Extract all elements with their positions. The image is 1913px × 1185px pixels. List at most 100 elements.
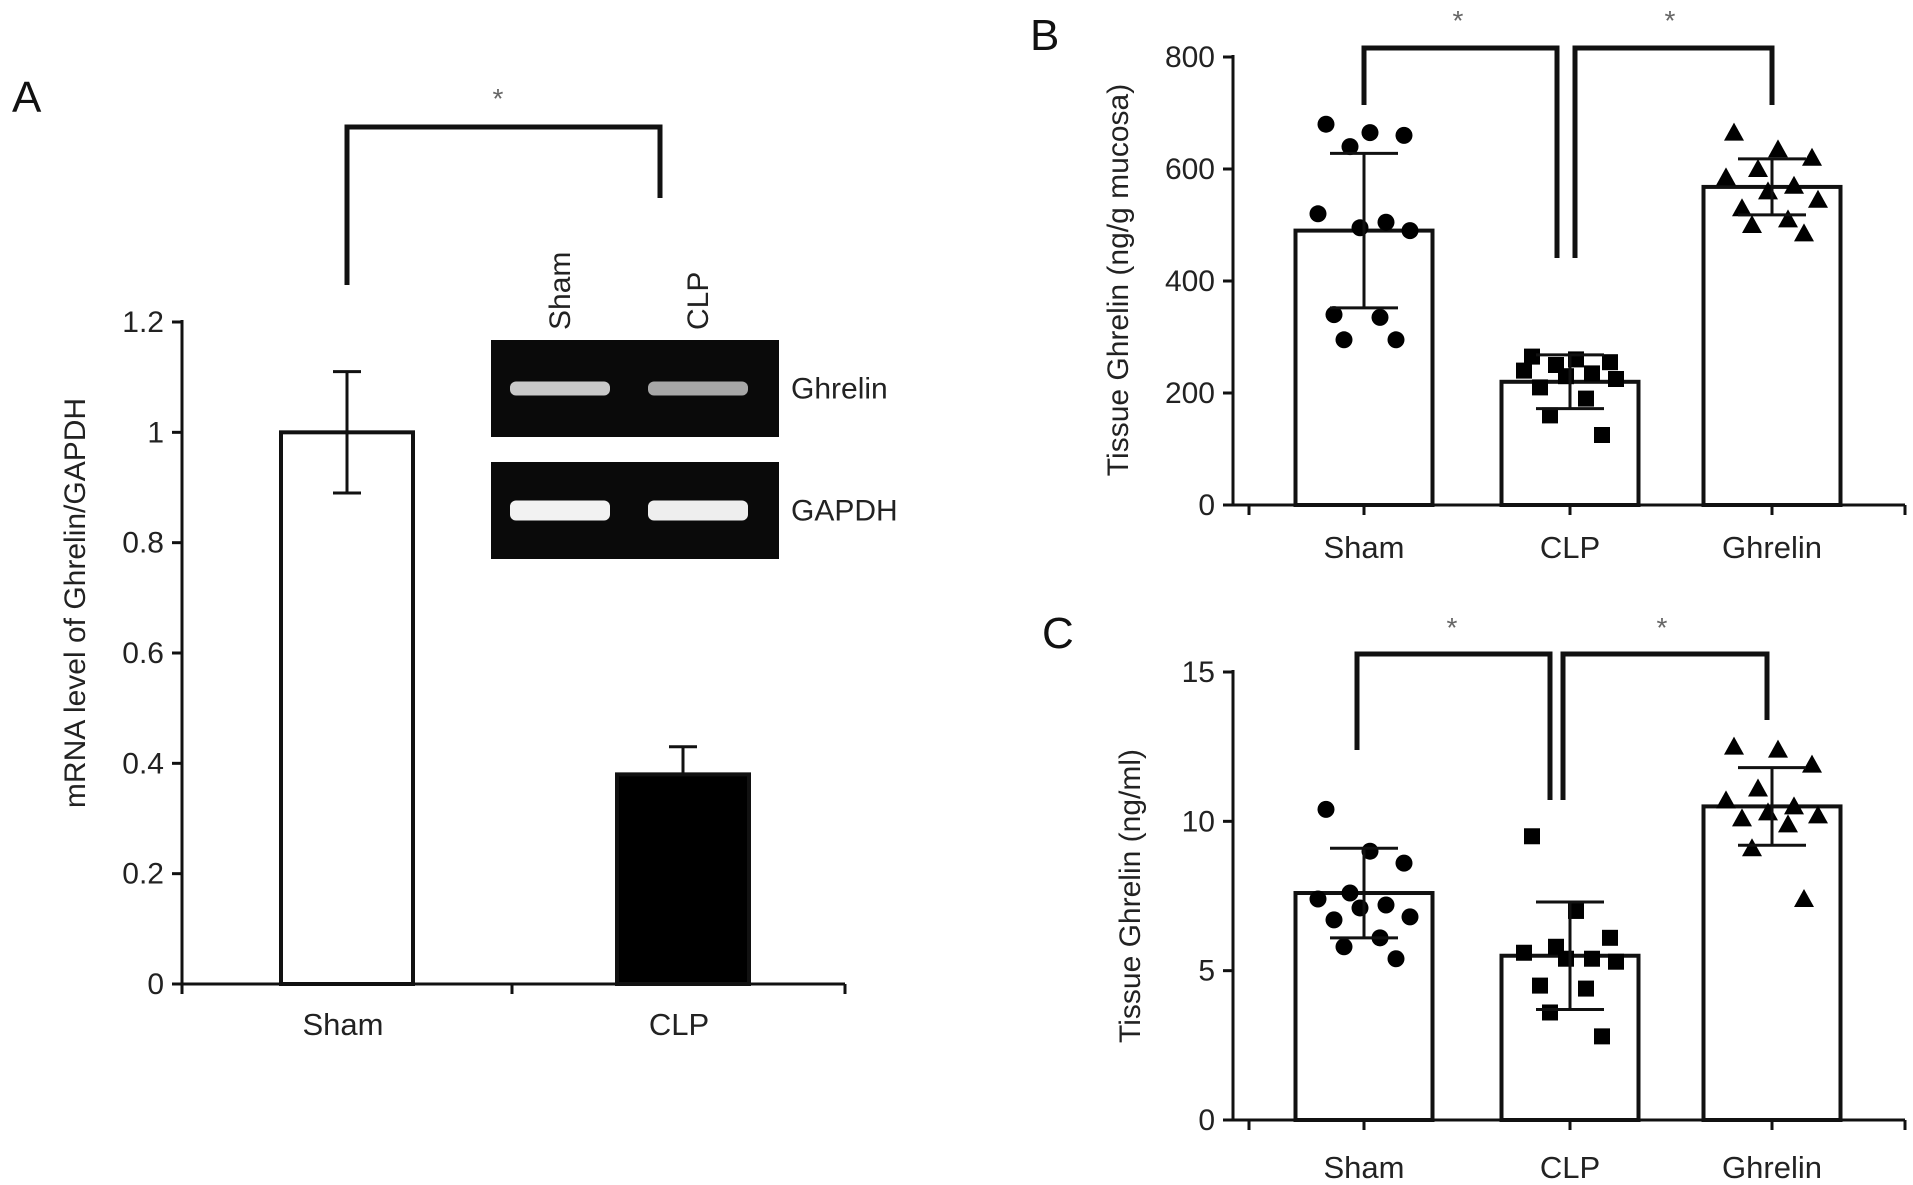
bar-clp: [615, 772, 751, 986]
bar-ghrelin: [1701, 804, 1843, 1123]
data-point-circle: [1335, 331, 1353, 349]
data-point-triangle: [1724, 736, 1744, 755]
western-blot-inset: Sham CLP Ghrelin GAPDH: [491, 252, 898, 559]
data-point-square: [1568, 902, 1584, 919]
significance-star: *: [1665, 5, 1676, 36]
y-tick-label: 200: [1165, 377, 1215, 410]
significance-star: *: [1657, 612, 1668, 643]
y-tick-label: 400: [1165, 265, 1215, 298]
y-tick-label: 15: [1182, 656, 1215, 689]
x-tick-label: CLP: [1540, 530, 1600, 565]
data-point-triangle: [1778, 209, 1798, 228]
data-point-circle: [1341, 138, 1359, 156]
data-point-circle: [1361, 124, 1379, 142]
data-point-circle: [1341, 884, 1359, 902]
y-tick-label: 0.6: [122, 637, 164, 670]
y-tick-label: 0: [1198, 1104, 1215, 1137]
panel-a: A 0 0.2 0.4 0.6 0.8 1 1.2 Sham CLP mRNA level of G…: [12, 73, 898, 1042]
error-bar: [333, 370, 361, 495]
data-point-circle: [1325, 911, 1343, 929]
error-bar: [1536, 353, 1604, 411]
blot-band: [648, 500, 748, 521]
blot-band-label: GAPDH: [791, 495, 898, 528]
y-tick-label: 800: [1165, 41, 1215, 74]
data-point-triangle: [1778, 814, 1798, 833]
x-tick-label: CLP: [649, 1007, 709, 1042]
y-axis-title: Tissue Ghrelin (ng/ml): [1114, 749, 1147, 1043]
significance-bracket: *: [1572, 5, 1775, 258]
panel-b: B 0 200 400 600 800 Sham CLP Ghrelin Tissue Ghrel…: [1030, 5, 1907, 565]
bracket-line: [1572, 45, 1775, 258]
data-point-triangle: [1748, 778, 1768, 797]
data-point-triangle: [1724, 122, 1744, 141]
data-point-triangle: [1748, 159, 1768, 177]
error-bar: [669, 745, 697, 775]
data-point-triangle: [1768, 739, 1788, 758]
data-point-square: [1524, 348, 1540, 365]
error-bar: [1738, 766, 1806, 847]
data-point-square: [1584, 950, 1600, 967]
data-point-circle: [1351, 219, 1369, 237]
bracket-line: [1354, 651, 1553, 800]
data-point-circle: [1325, 306, 1343, 324]
x-tick-label: Sham: [303, 1007, 384, 1042]
error-bar: [1330, 151, 1398, 310]
blot-band: [510, 500, 610, 521]
data-point-circle: [1309, 890, 1327, 908]
data-point-square: [1608, 953, 1624, 970]
data-point-square: [1558, 950, 1574, 967]
x-tick-label: CLP: [1540, 1150, 1600, 1185]
significance-bracket: *: [1361, 5, 1560, 258]
x-tick-label: Sham: [1324, 1150, 1405, 1185]
blot-band: [648, 381, 748, 396]
y-tick-label: 0.2: [122, 858, 164, 891]
y-axis-title: Tissue Ghrelin (ng/g mucosa): [1102, 84, 1135, 476]
error-bar: [1536, 900, 1604, 1011]
data-point-square: [1584, 365, 1600, 382]
y-tick-label: 1.2: [122, 306, 164, 339]
data-point-square: [1578, 980, 1594, 997]
y-axis-title: mRNA level of Ghrelin/GAPDH: [59, 398, 92, 808]
blot-band-label: Ghrelin: [791, 373, 888, 406]
data-point-circle: [1371, 308, 1389, 326]
data-point-circle: [1395, 126, 1413, 144]
data-point-triangle: [1716, 167, 1736, 186]
data-point-square: [1516, 944, 1532, 961]
data-point-triangle: [1732, 808, 1752, 827]
data-point-circle: [1401, 908, 1419, 926]
significance-star: *: [1447, 612, 1458, 643]
significance-star: *: [1453, 5, 1464, 36]
blot-lane-label: CLP: [682, 272, 715, 330]
data-point-triangle: [1768, 139, 1788, 158]
significance-bracket: *: [1354, 612, 1553, 800]
x-tick-label: Ghrelin: [1722, 1150, 1822, 1185]
panel-c: C 0 5 10 15 Sham CLP Ghrelin Tissue Ghrelin (ng/…: [1042, 609, 1907, 1185]
data-point-triangle: [1784, 175, 1804, 194]
data-point-square: [1594, 427, 1610, 443]
significance-star: *: [493, 83, 504, 114]
y-tick-label: 10: [1182, 805, 1215, 838]
y-tick-label: 5: [1198, 955, 1215, 988]
bracket-line: [1361, 45, 1560, 258]
error-bar: [1738, 157, 1806, 217]
data-point-square: [1542, 407, 1558, 424]
data-point-square: [1532, 977, 1548, 994]
data-point-square: [1602, 354, 1618, 371]
data-point-circle: [1317, 800, 1335, 818]
data-point-circle: [1387, 331, 1405, 349]
data-point-circle: [1377, 896, 1395, 914]
data-point-triangle: [1784, 796, 1804, 815]
bar-sham: [279, 430, 415, 987]
data-point-square: [1602, 929, 1618, 946]
data-point-triangle: [1802, 754, 1822, 773]
data-point-square: [1578, 390, 1594, 407]
error-bar: [1330, 846, 1398, 940]
y-tick-label: 0.4: [122, 747, 164, 780]
data-point-triangle: [1808, 189, 1828, 208]
panel-letter: B: [1030, 11, 1059, 60]
data-point-circle: [1309, 205, 1327, 223]
bar-ghrelin: [1701, 184, 1843, 507]
data-point-triangle: [1716, 790, 1736, 809]
significance-bracket: *: [1560, 612, 1770, 800]
